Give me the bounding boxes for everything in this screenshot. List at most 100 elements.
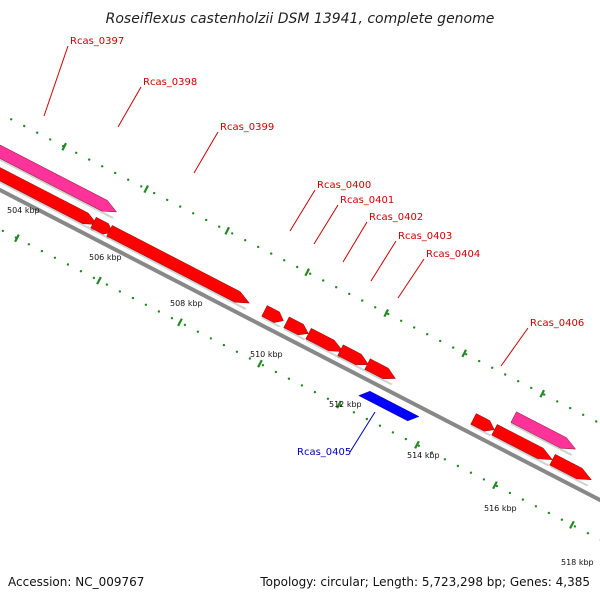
gene-label: Rcas_0397 xyxy=(70,36,124,47)
minor-tick xyxy=(404,437,408,441)
feature-bar-2-shadow xyxy=(510,422,573,456)
gene-label: Rcas_0405 xyxy=(297,447,351,458)
minor-tick xyxy=(10,118,13,121)
minor-tick xyxy=(218,225,221,228)
label-layer: 504 kbp 506 kbp 508 kbp 510 kbp 512 kbp 514 k… xyxy=(7,36,594,567)
minor-tick xyxy=(378,424,382,427)
minor-tick xyxy=(426,333,429,336)
minor-tick xyxy=(88,158,91,161)
gene-label-leader xyxy=(193,131,219,174)
gene-rcas-0404 xyxy=(364,358,396,380)
minor-tick xyxy=(283,259,286,262)
minor-tick xyxy=(231,232,234,235)
minor-tick xyxy=(270,252,273,255)
major-tick xyxy=(304,268,310,277)
gene-label: Rcas_0404 xyxy=(426,249,480,260)
minor-tick xyxy=(322,279,325,282)
gene-label: Rcas_0400 xyxy=(317,180,371,191)
minor-tick xyxy=(582,413,585,416)
gene-label-leader xyxy=(43,45,69,117)
gene-rcas-0400-shadow xyxy=(261,316,281,328)
gene-label-leader xyxy=(342,221,368,263)
tick-row-inner xyxy=(1,229,600,541)
major-tick xyxy=(14,234,20,243)
tick-row-outer xyxy=(10,118,598,423)
minor-tick xyxy=(352,411,356,414)
gene-label: Rcas_0402 xyxy=(369,212,423,223)
gene-label-leader xyxy=(289,189,316,232)
minor-tick xyxy=(469,471,473,474)
minor-tick xyxy=(166,198,169,202)
tick-layer xyxy=(1,118,600,541)
gene-rcas-0403 xyxy=(337,344,369,366)
major-tick xyxy=(539,389,545,398)
minor-tick xyxy=(417,444,421,447)
minor-tick xyxy=(313,390,317,394)
gene-rcas-0405 xyxy=(358,390,420,422)
gene-rcas-0400 xyxy=(261,305,284,323)
gene-label: Rcas_0403 xyxy=(398,231,452,242)
minor-tick xyxy=(309,272,312,275)
minor-tick xyxy=(573,525,577,528)
tick-label: 512 kbp xyxy=(329,400,362,409)
tick-label: 508 kbp xyxy=(170,299,203,308)
tick-label: 518 kbp xyxy=(561,558,594,567)
map-title: Roseiflexus castenholzii DSM 13941, comp… xyxy=(106,11,495,27)
minor-tick xyxy=(105,283,109,286)
gene-rcas-0406-part-2-shadow xyxy=(549,465,589,487)
minor-tick xyxy=(244,239,247,242)
gene-label-leader xyxy=(117,86,142,128)
major-tick xyxy=(224,226,230,235)
minor-tick xyxy=(547,511,551,515)
minor-tick xyxy=(36,131,39,134)
minor-tick xyxy=(157,310,161,313)
minor-tick xyxy=(391,431,395,434)
gene-label: Rcas_0398 xyxy=(143,77,197,88)
minor-tick xyxy=(482,478,486,481)
minor-tick xyxy=(504,373,507,376)
minor-tick xyxy=(222,343,226,347)
gene-label: Rcas_0399 xyxy=(220,122,274,133)
minor-tick xyxy=(1,229,5,233)
major-tick xyxy=(383,309,389,318)
minor-tick xyxy=(274,370,278,374)
minor-tick xyxy=(326,397,330,400)
minor-tick xyxy=(361,299,364,302)
minor-tick xyxy=(183,323,187,327)
major-tick xyxy=(414,440,420,449)
major-tick xyxy=(257,359,263,368)
minor-tick xyxy=(192,212,195,215)
minor-tick xyxy=(296,265,299,269)
minor-tick xyxy=(508,491,512,495)
gene-rcas-0401-shadow xyxy=(283,327,306,341)
minor-tick xyxy=(530,386,533,390)
minor-tick xyxy=(335,286,338,289)
minor-tick xyxy=(92,276,96,280)
minor-tick xyxy=(439,339,442,343)
gene-rcas-0403-shadow xyxy=(337,355,366,372)
gene-label-leader xyxy=(500,327,529,367)
gene-label-leader xyxy=(349,411,376,453)
minor-tick xyxy=(543,393,546,396)
minor-tick xyxy=(534,505,538,508)
minor-tick xyxy=(196,330,200,333)
minor-tick xyxy=(101,165,104,168)
gene-label-leader xyxy=(313,204,339,245)
minor-tick xyxy=(53,256,57,259)
minor-tick xyxy=(348,292,351,296)
gene-rcas-0404-shadow xyxy=(364,369,393,386)
minor-tick xyxy=(287,377,291,380)
minor-tick xyxy=(248,357,252,360)
major-tick xyxy=(336,400,342,409)
minor-tick xyxy=(131,296,135,300)
minor-tick xyxy=(495,484,499,488)
minor-tick xyxy=(517,380,520,383)
minor-tick xyxy=(257,245,260,249)
minor-tick xyxy=(79,270,83,273)
minor-tick xyxy=(127,178,130,181)
gene-rcas-0402 xyxy=(305,328,344,352)
feature-bar-1-shadow xyxy=(0,158,114,219)
gene-label-leader xyxy=(370,240,397,282)
